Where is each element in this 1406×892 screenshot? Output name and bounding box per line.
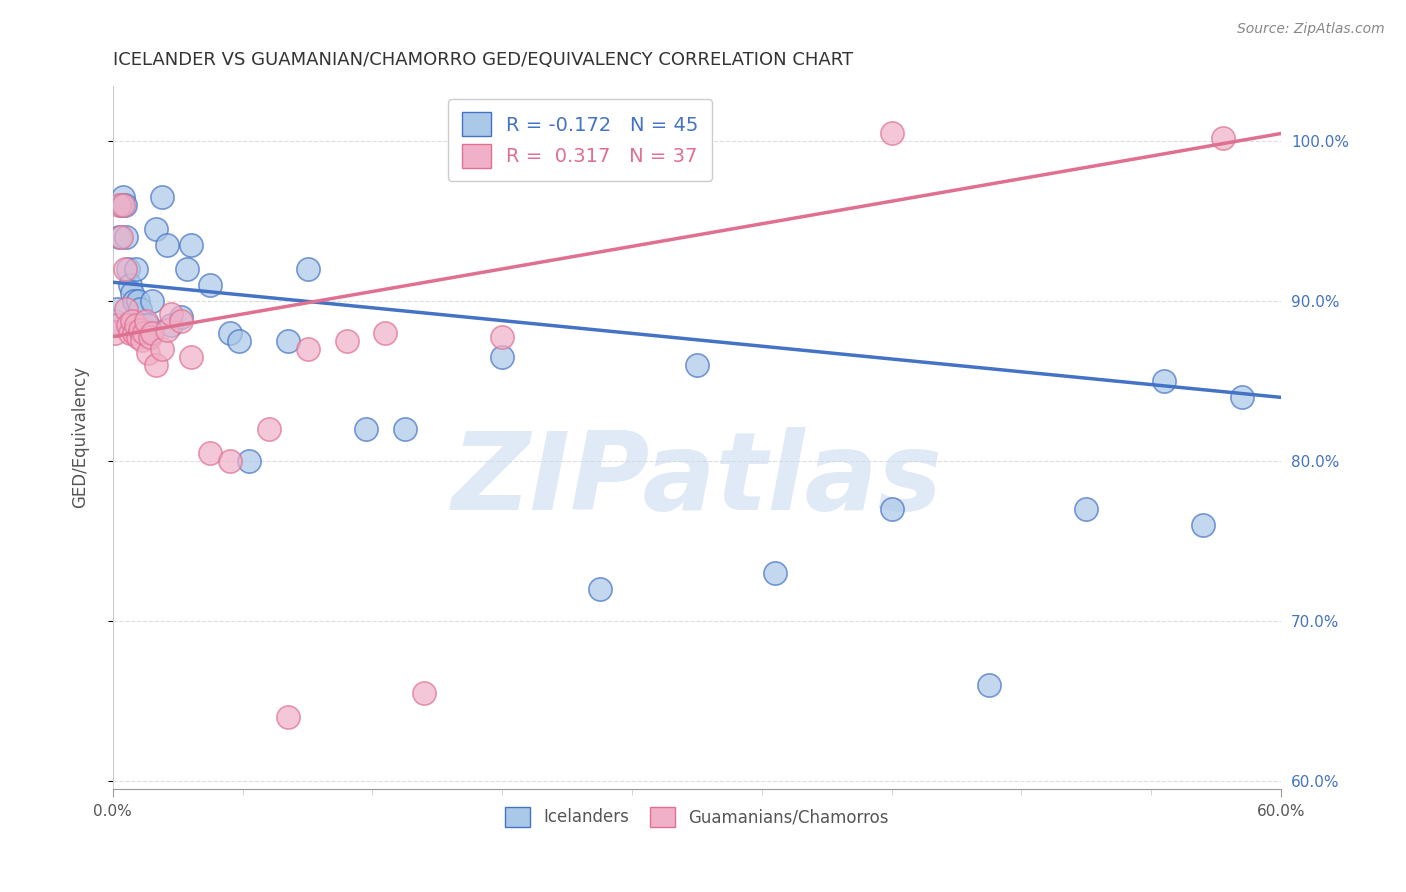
Point [977,678,1000,692]
Point [228,334,250,349]
Point [114,198,136,212]
Point [1076,502,1098,516]
Point [135,318,157,333]
Point [129,302,152,317]
Point [120,326,142,341]
Point [105,318,128,333]
Point [127,329,149,343]
Point [180,238,202,252]
Point [125,318,148,333]
Point [156,323,179,337]
Text: ICELANDER VS GUAMANIAN/CHAMORRO GED/EQUIVALENCY CORRELATION CHART: ICELANDER VS GUAMANIAN/CHAMORRO GED/EQUI… [112,51,853,69]
Point [139,329,162,343]
Point [277,334,299,349]
Text: Source: ZipAtlas.com: Source: ZipAtlas.com [1237,22,1385,37]
Point [115,230,138,244]
Point [131,333,153,347]
Point [413,686,436,700]
Point [129,323,152,337]
Point [145,222,167,236]
Point [132,326,155,341]
Point [104,313,127,327]
Point [122,294,145,309]
Point [170,313,193,327]
Point [238,454,260,468]
Point [111,190,134,204]
Point [588,582,610,597]
Point [127,294,149,309]
Point [218,326,240,341]
Point [107,230,129,244]
Point [121,313,143,327]
Point [1192,518,1215,533]
Point [145,359,167,373]
Point [1212,131,1234,145]
Point [139,326,162,341]
Point [107,198,129,212]
Point [200,278,222,293]
Point [104,326,127,341]
Point [136,345,159,359]
Point [180,351,202,365]
Point [141,326,163,341]
Point [297,343,319,357]
Point [156,238,179,252]
Point [125,262,148,277]
Point [141,294,163,309]
Point [1230,390,1253,404]
Text: ZIPatlas: ZIPatlas [451,426,942,533]
Point [1153,375,1175,389]
Point [394,422,416,436]
Point [880,502,903,516]
Point [297,262,319,277]
Point [132,326,155,341]
Point [110,198,132,212]
Point [110,230,132,244]
Point [491,351,513,365]
Point [135,313,157,327]
Point [257,422,280,436]
Point [374,326,396,341]
Point [160,318,183,333]
Point [354,422,377,436]
Point [880,127,903,141]
Point [277,710,299,724]
Legend: Icelanders, Guamanians/Chamorros: Icelanders, Guamanians/Chamorros [499,800,896,834]
Point [170,310,193,325]
Point [111,198,134,212]
Point [160,307,183,321]
Point [121,286,143,301]
Point [491,329,513,343]
Point [136,318,159,333]
Point [120,278,142,293]
Point [150,343,173,357]
Point [218,454,240,468]
Y-axis label: GED/Equivalency: GED/Equivalency [72,367,89,508]
Point [131,318,153,333]
Point [686,359,709,373]
Point [763,566,786,581]
Point [105,302,128,317]
Point [122,326,145,341]
Point [117,262,139,277]
Point [117,318,139,333]
Point [176,262,198,277]
Point [200,446,222,460]
Point [335,334,357,349]
Point [115,302,138,317]
Point [150,190,173,204]
Point [114,262,136,277]
